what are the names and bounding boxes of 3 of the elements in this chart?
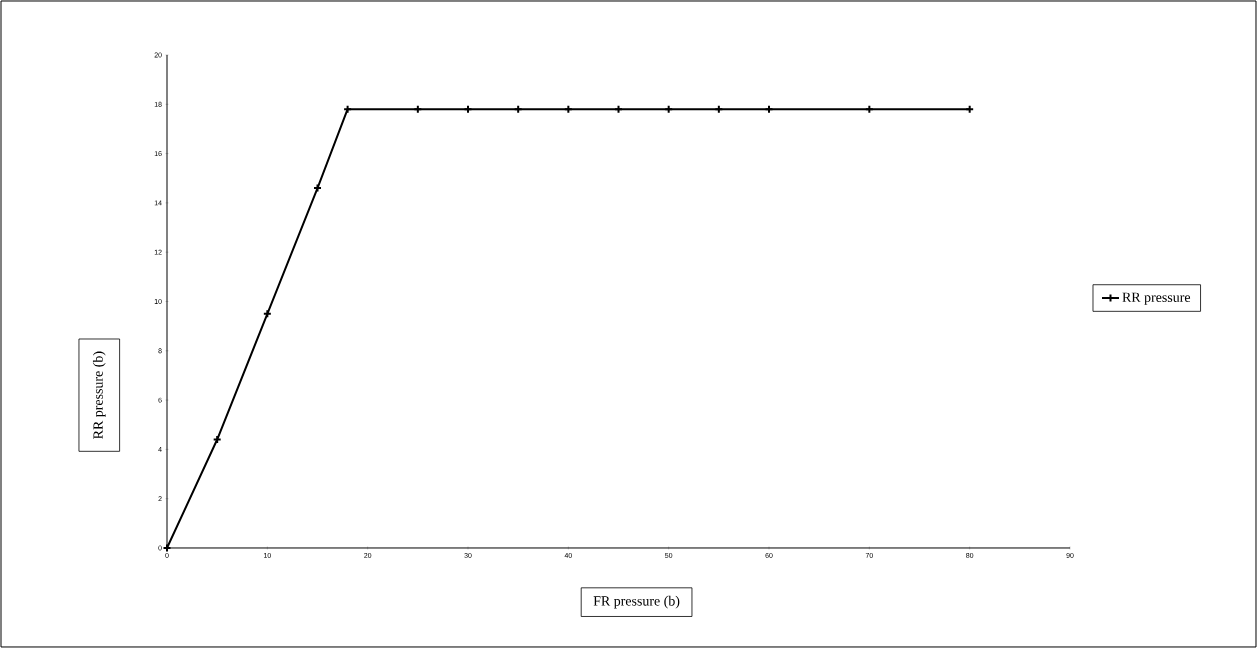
y-axis-title: RR pressure (b) [92, 351, 106, 439]
legend-label: RR pressure [1122, 292, 1191, 305]
x-axis-title: FR pressure (b) [593, 595, 680, 609]
